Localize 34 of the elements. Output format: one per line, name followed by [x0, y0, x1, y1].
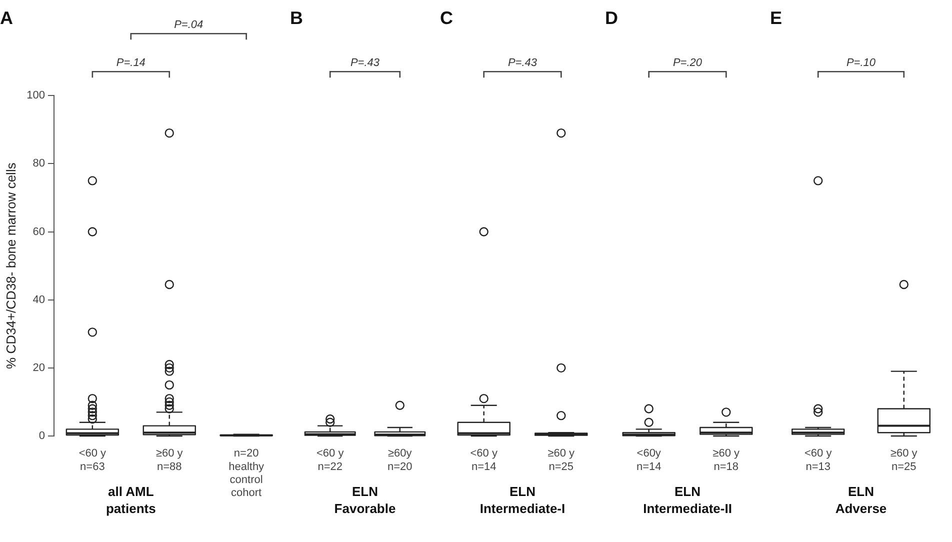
x-tick-label: <60 y n=14 [470, 448, 498, 473]
chart-title: C [440, 8, 453, 28]
x-tick-label: ≥60 y n=25 [548, 448, 576, 473]
chart-title: B [290, 8, 303, 28]
x-axis-title: all AML patients [106, 484, 156, 516]
text: P=.43 [350, 57, 380, 70]
y-tick-label: 40 [32, 294, 45, 306]
x-tick-label: n=20 healthy control cohort [228, 448, 265, 500]
x-tick-label: <60 y n=13 [804, 448, 832, 473]
y-tick-label: 0 [38, 430, 45, 442]
text: P=.14 [116, 57, 146, 70]
x-tick-label: <60y n=14 [636, 448, 662, 473]
x-tick-label: <60 y n=22 [316, 448, 344, 473]
x-tick-label: ≥60 y n=18 [712, 448, 740, 473]
x-axis-title: ELN Intermediate-II [643, 484, 732, 516]
chart-title: A [0, 8, 13, 28]
chart-title: D [605, 8, 618, 28]
x-tick-label: ≥60 y n=25 [890, 448, 918, 473]
text: P=.20 [672, 57, 703, 70]
x-axis-title: ELN Adverse [835, 484, 887, 516]
x-axis-title: ELN Favorable [334, 484, 396, 516]
y-tick-label: 80 [32, 158, 45, 170]
text: P=.43 [508, 57, 538, 70]
x-tick-label: <60 y n=63 [78, 448, 107, 473]
text: P=.04 [174, 19, 204, 32]
x-axis-title: ELN Intermediate-I [480, 484, 566, 516]
y-axis-title: % CD34+/CD38- bone marrow cells [3, 162, 18, 369]
x-tick-label: ≥60y n=20 [388, 448, 412, 473]
chart-title: E [770, 8, 782, 28]
y-tick-label: 100 [26, 90, 45, 102]
text: P=.10 [846, 57, 876, 70]
x-tick-label: ≥60 y n=88 [156, 448, 184, 473]
y-tick-label: 20 [32, 362, 45, 374]
y-tick-label: 60 [32, 226, 45, 238]
